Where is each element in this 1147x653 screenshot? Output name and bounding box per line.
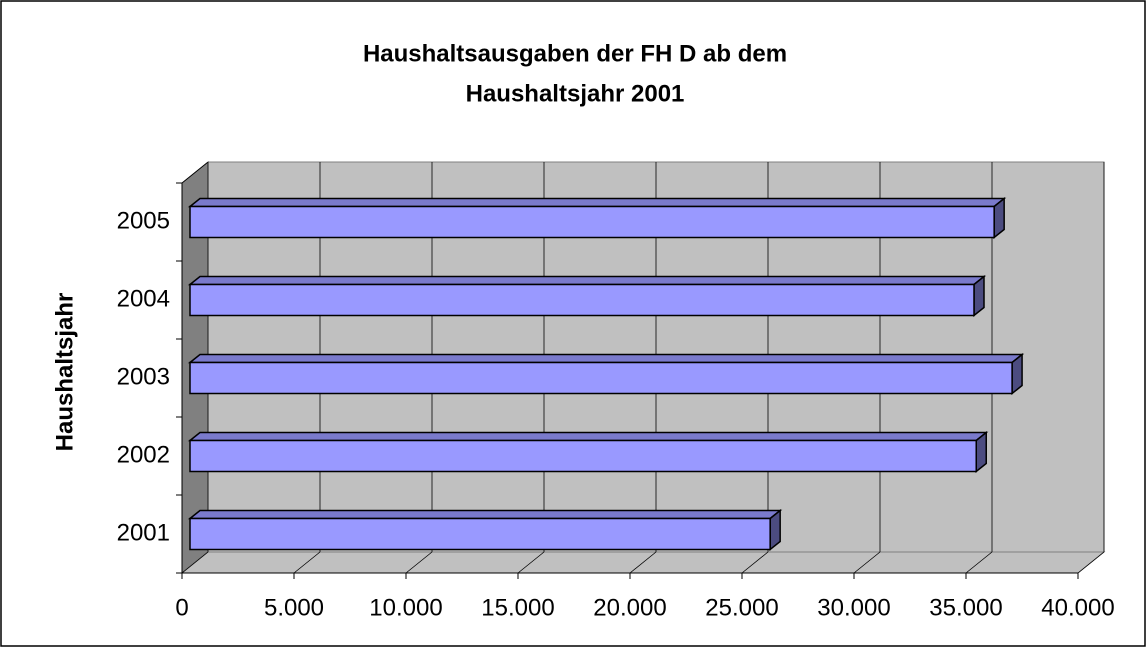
x-tick-label: 5.000	[264, 594, 324, 621]
grid-line	[405, 551, 433, 574]
grid-line	[1077, 551, 1105, 574]
bar-top	[187, 197, 1007, 208]
x-tick-label: 40.000	[1041, 594, 1114, 621]
bar-end	[1011, 352, 1023, 396]
grid-line	[629, 551, 657, 574]
x-tick-label: 30.000	[817, 594, 890, 621]
grid-line	[741, 551, 769, 574]
bar-end	[993, 196, 1005, 240]
grid-line	[293, 551, 321, 574]
grid-line	[853, 551, 881, 574]
x-tick-label: 25.000	[705, 594, 778, 621]
bar-top	[187, 275, 987, 286]
bar-top	[187, 431, 989, 442]
x-tick-label: 20.000	[593, 594, 666, 621]
bar-end	[973, 274, 985, 318]
y-axis-label: Haushaltsjahr	[51, 293, 78, 452]
bar	[187, 430, 989, 474]
x-tick-label: 15.000	[481, 594, 554, 621]
bar-top	[187, 353, 1025, 364]
y-tick-label: 2001	[117, 519, 170, 546]
y-tick-label: 2005	[117, 207, 170, 234]
x-tick-label: 10.000	[369, 594, 442, 621]
bar	[187, 508, 783, 552]
chart-title: Haushaltsausgaben der FH D ab dem	[363, 40, 787, 67]
bar	[187, 196, 1007, 240]
bar-top	[187, 509, 783, 520]
bar-end	[769, 508, 781, 552]
grid-line	[965, 551, 993, 574]
y-tick-label: 2002	[117, 441, 170, 468]
y-tick-label: 2004	[117, 285, 170, 312]
bar-face	[189, 439, 977, 473]
bar-face	[189, 283, 975, 317]
bar-face	[189, 361, 1013, 395]
chart-title: Haushaltsjahr 2001	[466, 80, 685, 107]
bar-face	[189, 205, 995, 239]
x-tick-label: 0	[175, 594, 188, 621]
grid-line	[181, 551, 209, 574]
x-tick-label: 35.000	[929, 594, 1002, 621]
bar-end	[975, 430, 987, 474]
bar-face	[189, 517, 771, 551]
bar	[187, 274, 987, 318]
grid-line	[517, 551, 545, 574]
y-tick-label: 2003	[117, 363, 170, 390]
bar	[187, 352, 1025, 396]
